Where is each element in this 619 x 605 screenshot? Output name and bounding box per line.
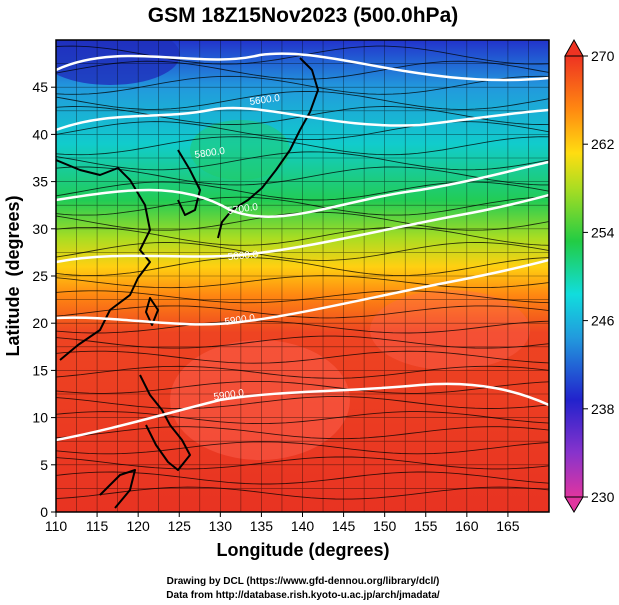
height-contours <box>56 52 549 442</box>
plot-area: 5800.0 5700.0 5800.0 5900.0 5600.0 5900.… <box>56 40 549 512</box>
coastline-borneo <box>99 469 136 509</box>
contour-5500 <box>56 52 549 82</box>
coastline-korea <box>177 149 201 216</box>
contour-label-6: 5900.0 <box>213 388 245 403</box>
warm-patch-east <box>370 290 530 370</box>
contour-5700 <box>56 160 549 218</box>
x-tick-label: 160 <box>455 518 479 534</box>
streamline <box>56 136 549 156</box>
colorbar-tick-label: 270 <box>591 48 615 64</box>
x-tick-label: 125 <box>168 518 192 534</box>
y-tick-label: 20 <box>32 315 48 331</box>
streamline <box>56 365 549 379</box>
grid <box>56 40 549 512</box>
x-tick-label: 135 <box>250 518 274 534</box>
contour-label-4: 5900.0 <box>224 313 256 328</box>
x-tick-label: 150 <box>373 518 397 534</box>
y-tick-label: 10 <box>32 410 48 426</box>
streamline <box>56 350 549 364</box>
colorbar-tick-label: 246 <box>591 313 615 329</box>
streamline <box>56 396 549 409</box>
y-tick-label: 15 <box>32 362 48 378</box>
credit-line-1: Drawing by DCL (https://www.gfd-dennou.o… <box>167 576 440 587</box>
streamline <box>56 242 549 261</box>
x-tick-label: 110 <box>45 518 68 534</box>
y-tick-label: 0 <box>40 504 48 520</box>
streamline <box>56 441 549 455</box>
colorbar: 270 262 254 246 238 230 <box>564 38 615 513</box>
contour-label-1: 5800.0 <box>194 146 226 161</box>
x-tick-label: 155 <box>414 518 438 534</box>
x-tick-label: 165 <box>496 518 520 534</box>
colorbar-tick-label: 254 <box>591 224 615 240</box>
streamline <box>56 486 549 500</box>
x-tick-label: 120 <box>126 518 150 534</box>
streamline <box>56 305 549 319</box>
contour-label-3: 5800.0 <box>227 249 259 263</box>
x-tick-label: 130 <box>209 518 233 534</box>
streamline <box>56 90 549 110</box>
y-tick-label: 35 <box>32 174 48 190</box>
streamline <box>56 380 549 394</box>
y-axis-label: Latitude (degrees) <box>3 195 23 356</box>
x-axis: 110 115 120 125 130 135 140 145 150 155 160 165 <box>45 512 520 534</box>
contour-label-2: 5700.0 <box>227 202 259 217</box>
credit-line-2: Data from http://database.rish.kyoto-u.a… <box>166 590 440 601</box>
coastline-taiwan <box>145 297 159 326</box>
streamline <box>56 226 549 246</box>
streamline <box>56 290 549 304</box>
cool-trough <box>190 120 290 180</box>
chart-title: GSM 18Z15Nov2023 (500.0hPa) <box>148 4 459 27</box>
colorbar-tick-label: 262 <box>591 136 615 152</box>
warm-patch <box>170 340 350 460</box>
streamline <box>56 426 549 440</box>
contour-5900-south <box>56 382 549 442</box>
cold-core <box>56 40 180 85</box>
x-tick-label: 140 <box>291 518 315 534</box>
streamline <box>56 456 549 470</box>
x-tick-label: 145 <box>332 518 356 534</box>
streamline <box>56 60 549 80</box>
streamline <box>56 411 549 425</box>
y-axis: 0 5 10 15 20 25 30 35 40 45 <box>32 79 56 520</box>
colorbar-tick-label: 230 <box>591 489 615 505</box>
y-tick-label: 25 <box>32 268 48 284</box>
contour-5900 <box>56 258 549 326</box>
contour-5600 <box>56 106 549 132</box>
streamline <box>56 320 549 334</box>
colorbar-ticks: 270 262 254 246 238 230 <box>583 48 615 505</box>
y-tick-label: 45 <box>32 79 48 95</box>
x-tick-label: 115 <box>86 518 109 534</box>
streamline <box>56 335 549 349</box>
contour-label-5: 5600.0 <box>249 93 281 108</box>
coastline-asia <box>56 159 151 361</box>
streamline <box>56 471 549 485</box>
colorbar-bottom-arrow <box>564 496 584 513</box>
streamline <box>56 75 549 95</box>
y-tick-label: 30 <box>32 221 48 237</box>
streamline <box>56 166 549 186</box>
streamline <box>56 196 549 216</box>
y-tick-label: 5 <box>40 457 48 473</box>
colorbar-top-arrow <box>564 38 584 57</box>
streamline <box>56 151 549 171</box>
coastlines <box>56 57 319 509</box>
coastline-philippines <box>139 374 191 471</box>
streamline <box>56 121 549 141</box>
streamlines <box>56 45 549 500</box>
colorbar-fill <box>564 55 584 498</box>
coastline-japan <box>217 57 319 239</box>
streamline <box>56 257 549 277</box>
streamline <box>56 275 549 289</box>
contour-5800 <box>56 193 549 264</box>
x-axis-label: Longitude (degrees) <box>216 540 389 560</box>
colorbar-tick-label: 238 <box>591 401 615 417</box>
y-tick-label: 40 <box>32 126 48 142</box>
